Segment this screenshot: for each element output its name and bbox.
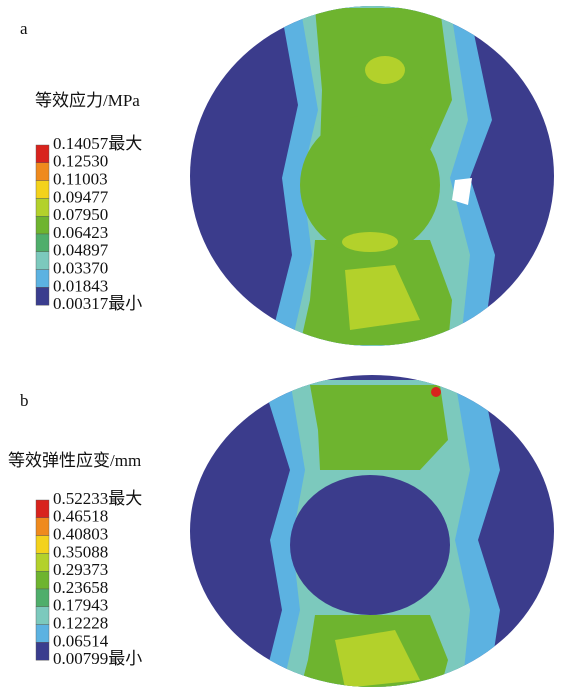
legend-level: 0.04897 [53,241,109,260]
legend-level: 0.29373 [53,560,108,579]
legend-swatch [36,234,49,252]
legend-level: 0.00799最小 [53,649,142,668]
legend-swatch [36,536,49,554]
legend-swatch [36,500,49,518]
figure: a等效应力/MPa0.14057最大0.125300.110030.094770… [0,0,561,691]
legend-swatch [36,607,49,625]
legend-level: 0.46518 [53,507,108,526]
legend-swatch [36,518,49,536]
legend-level: 0.40803 [53,525,108,544]
legend-level: 0.35088 [53,542,108,561]
legend-swatch [36,181,49,199]
panel-label: a [20,19,28,38]
legend-level: 0.52233最大 [53,489,142,508]
panel-label: b [20,391,29,410]
legend-title: 等效弹性应变/mm [8,451,141,470]
legend-swatch [36,145,49,163]
legend-swatch [36,625,49,643]
legend-level: 0.06514 [53,631,109,650]
legend-title: 等效应力/MPa [35,91,140,110]
legend-level: 0.00317最小 [53,294,142,313]
legend-swatch [36,163,49,181]
model-b [180,370,560,691]
legend-swatch [36,571,49,589]
legend-level: 0.11003 [53,170,108,189]
legend-swatch [36,198,49,216]
model-a [180,0,560,350]
legend-level: 0.23658 [53,578,108,597]
legend-swatch [36,642,49,660]
legend-level: 0.06423 [53,223,108,242]
legend-swatch [36,553,49,571]
legend-level: 0.01843 [53,276,108,295]
legend-level: 0.07950 [53,205,108,224]
legend-level: 0.09477 [53,187,109,206]
legend-level: 0.03370 [53,259,108,278]
legend-level: 0.14057最大 [53,134,142,153]
legend-swatch [36,216,49,234]
legend-swatch [36,252,49,270]
legend-level: 0.12228 [53,614,108,633]
legend-level: 0.17943 [53,596,108,615]
legend-level: 0.12530 [53,152,108,171]
legend-swatch [36,270,49,288]
legend-swatch [36,287,49,305]
legend-swatch [36,589,49,607]
